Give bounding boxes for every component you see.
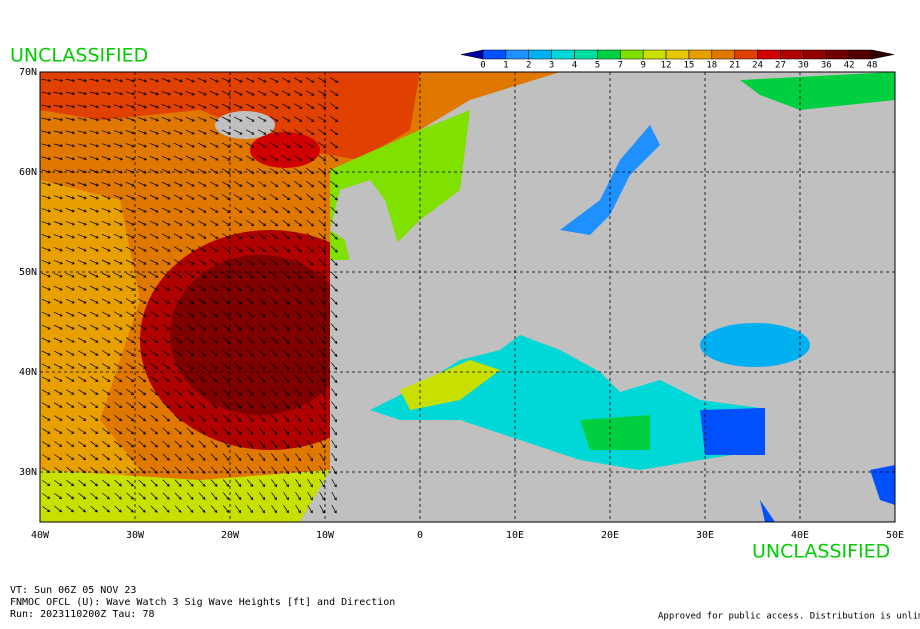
map-axes: 70N 60N 50N 40N 30N 40W 30W 20W 10W 0 10E 20E 30E 40E…: [19, 67, 904, 541]
lon-label: 40E: [791, 530, 809, 541]
legend-swatch: [688, 49, 713, 60]
balearic-sea: [400, 360, 500, 410]
legend-label: 18: [706, 61, 717, 71]
lat-label: 60N: [19, 167, 37, 178]
legend-label: 4: [572, 61, 577, 71]
france: [345, 300, 415, 345]
lon-label: 20W: [221, 530, 240, 541]
legend-swatch: [551, 49, 575, 60]
legend-label: 12: [661, 61, 672, 71]
legend-swatch: [642, 49, 667, 60]
legend-low-arrow: [460, 49, 484, 60]
legend-label: 48: [867, 61, 878, 71]
barents-sea: [740, 72, 895, 110]
legend-swatch: [482, 49, 507, 60]
run: Run: 2023110200Z Tau: 78: [10, 609, 155, 620]
classification-bottom: UNCLASSIFIED: [752, 541, 890, 563]
legend-swatch: [734, 49, 758, 60]
lon-label: 40W: [31, 530, 50, 541]
lon-label: 20E: [601, 530, 619, 541]
black-sea: [700, 323, 810, 367]
legend-swatch: [620, 49, 644, 60]
color-legend: 0 1 2 3 4 5 7 9 12 15 18 21 24 27 30 36 42 48: [460, 49, 895, 71]
lon-label: 30W: [126, 530, 145, 541]
legend-swatch: [597, 49, 621, 60]
legend-swatch: [528, 49, 552, 60]
sea-south: [40, 470, 330, 522]
legend-swatch: [803, 49, 827, 60]
red-sea: [760, 500, 775, 522]
legend-label: 7: [618, 61, 623, 71]
legend-label: 21: [729, 61, 740, 71]
graticule: [40, 72, 895, 522]
legend-label: 27: [775, 61, 786, 71]
lon-label: 30E: [696, 530, 714, 541]
legend-label: 24: [752, 61, 763, 71]
sea-west: [40, 180, 140, 500]
legend-label: 15: [684, 61, 695, 71]
legend-label: 9: [640, 61, 645, 71]
lon-label: 10W: [316, 530, 335, 541]
legend-label: 36: [821, 61, 832, 71]
legend-label: 5: [595, 61, 600, 71]
legend-swatch: [505, 49, 530, 60]
wave-direction-arrows: [41, 77, 339, 514]
legend-swatch: [825, 49, 850, 60]
highest-waves: [170, 255, 350, 415]
map: [40, 72, 895, 522]
persian-gulf: [870, 465, 895, 505]
map-frame: [39, 71, 896, 523]
product: FNMOC OFCL (U): Wave Watch 3 Sig Wave He…: [10, 597, 395, 608]
legend-swatch: [574, 49, 598, 60]
classification-top: UNCLASSIFIED: [10, 45, 148, 67]
release-note: Approved for public access. Distribution…: [658, 612, 920, 622]
levant-sea: [700, 408, 765, 455]
legend-label: 42: [844, 61, 855, 71]
legend-label: 0: [480, 61, 485, 71]
high-waves-north: [250, 132, 320, 168]
legend-swatch: [711, 49, 735, 60]
lat-label: 40N: [19, 367, 37, 378]
lon-label: 0: [417, 530, 423, 541]
legend-label: 30: [798, 61, 809, 71]
legend-label: 3: [549, 61, 554, 71]
legend-swatch: [757, 49, 781, 60]
ionian-sea: [580, 415, 650, 450]
legend-swatch: [780, 49, 804, 60]
legend-swatch: [665, 49, 690, 60]
legend-swatch: [848, 49, 873, 60]
legend-label: 2: [526, 61, 531, 71]
lat-label: 50N: [19, 267, 37, 278]
britain: [330, 180, 400, 265]
lat-label: 70N: [19, 67, 37, 78]
legend-high-arrow: [871, 49, 895, 60]
valid-time: VT: Sun 06Z 05 NOV 23: [10, 585, 136, 596]
lon-label: 10E: [506, 530, 524, 541]
lon-label: 50E: [886, 530, 904, 541]
lat-label: 30N: [19, 467, 37, 478]
legend-label: 1: [503, 61, 508, 71]
iceland: [215, 111, 275, 139]
